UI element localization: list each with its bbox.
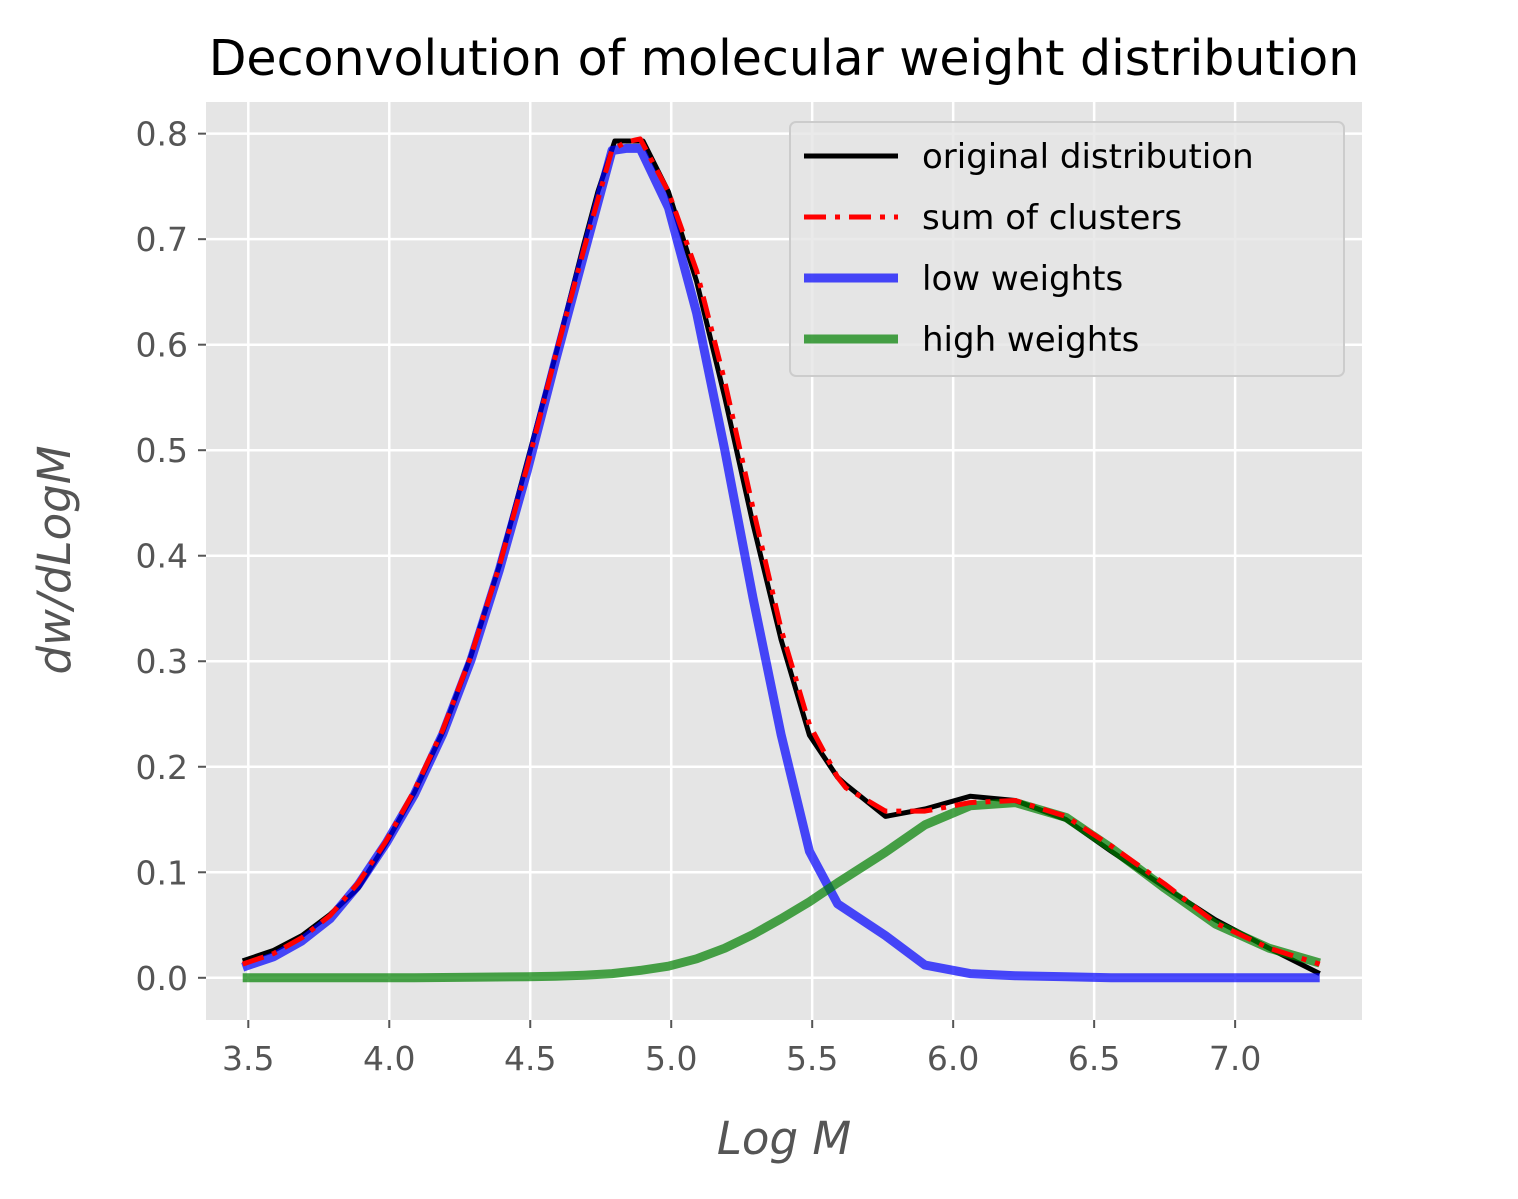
x-axis-label: Log M	[717, 1112, 851, 1165]
legend: original distribution sum of clusters low …	[789, 121, 1345, 377]
x-tick-label: 6.0	[927, 1039, 979, 1078]
y-tick-label: 0.8	[136, 115, 188, 154]
x-axis-ticks: 3.5 4.0 4.5 5.0 5.5 6.0 6.5 7.0	[222, 1020, 1261, 1078]
x-tick-label: 5.0	[645, 1039, 697, 1078]
y-tick-label: 0.7	[136, 220, 188, 259]
legend-label: original distribution	[922, 137, 1254, 177]
y-tick-label: 0.1	[136, 853, 188, 892]
series-line-sum-of-clusters	[241, 136, 1321, 967]
legend-label: low weights	[922, 259, 1123, 299]
y-tick-label: 0.0	[136, 959, 188, 998]
y-tick-label: 0.6	[136, 326, 188, 365]
y-tick-label: 0.3	[136, 642, 188, 681]
legend-label: high weights	[922, 320, 1139, 360]
x-tick-label: 4.5	[504, 1039, 556, 1078]
series-layer	[241, 136, 1321, 983]
x-tick-label: 6.5	[1068, 1039, 1120, 1078]
y-axis-ticks: 0.0 0.1 0.2 0.3 0.4 0.5 0.6 0.7 0.8	[136, 115, 206, 998]
legend-label: sum of clusters	[922, 198, 1182, 238]
x-tick-label: 7.0	[1209, 1039, 1261, 1078]
y-axis-label: dw/dLogM	[28, 445, 81, 674]
y-tick-label: 0.4	[136, 537, 188, 576]
x-tick-label: 4.0	[363, 1039, 415, 1078]
y-tick-label: 0.5	[136, 431, 188, 470]
x-tick-label: 3.5	[222, 1039, 274, 1078]
y-tick-label: 0.2	[136, 748, 188, 787]
chart-title: Deconvolution of molecular weight distri…	[209, 30, 1360, 87]
legend-box	[789, 121, 1345, 377]
x-tick-label: 5.5	[786, 1039, 838, 1078]
